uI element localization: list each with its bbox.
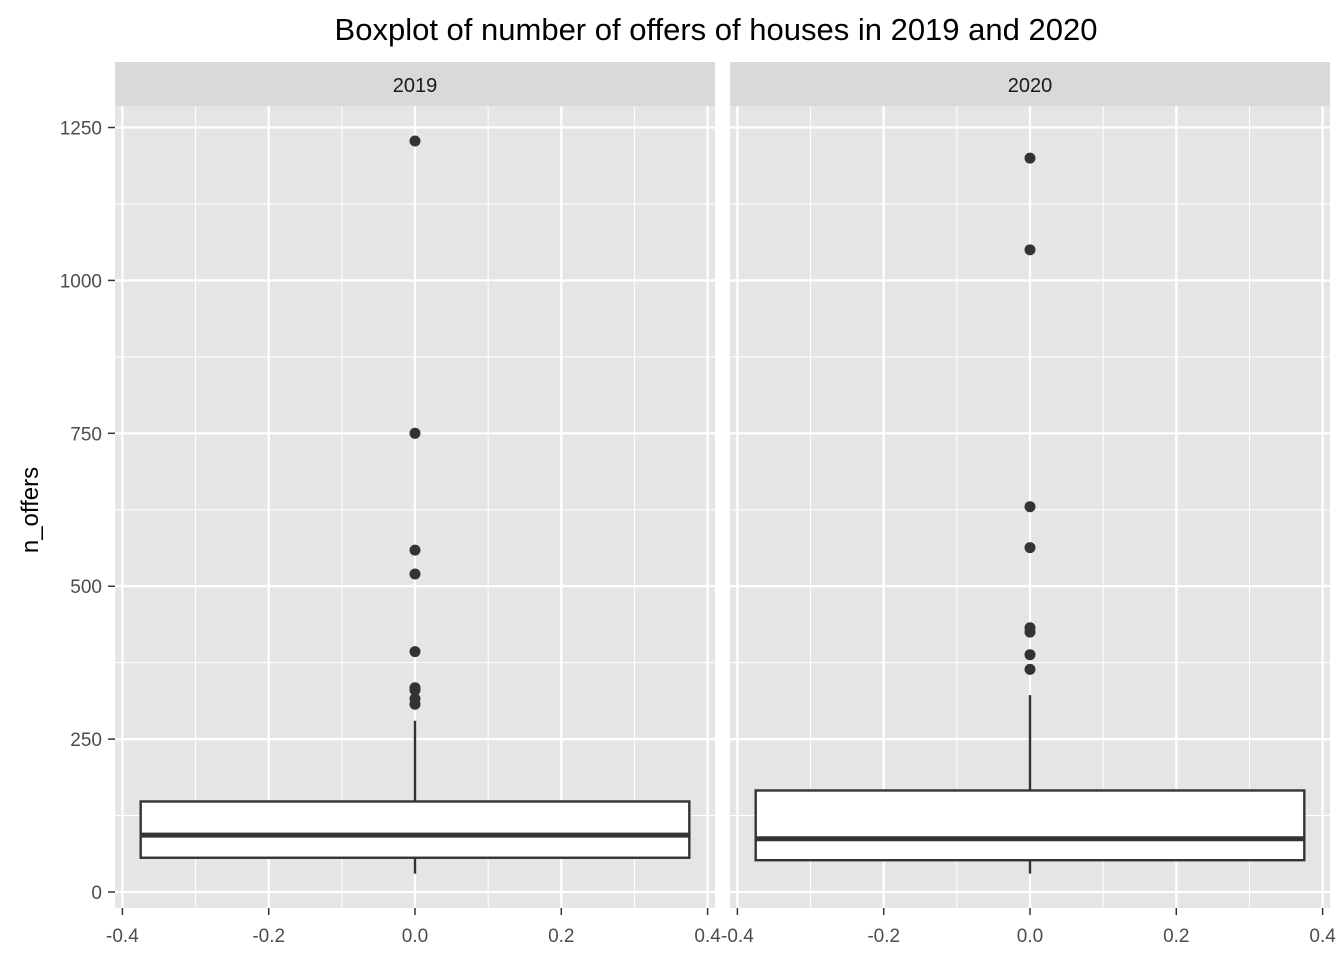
facet-strip (115, 62, 715, 106)
x-tick-label: 0.2 (1163, 926, 1189, 947)
outlier-point (409, 427, 421, 439)
outlier-point (409, 698, 421, 710)
y-tick-label: 250 (70, 730, 102, 751)
outlier-point (1024, 244, 1036, 256)
x-tick-label: -0.2 (867, 926, 900, 947)
y-tick-label: 500 (70, 577, 102, 598)
box-iqr (754, 789, 1306, 862)
outlier-point (1024, 542, 1036, 554)
x-tick-label: -0.4 (106, 926, 139, 947)
outlier-point (409, 684, 421, 696)
x-tick-label: 0.0 (402, 926, 428, 947)
x-tick-label: 0.4 (1309, 926, 1336, 947)
x-tick-label: -0.2 (252, 926, 285, 947)
outlier-point (1024, 649, 1036, 661)
facet-panels: 2019 -0.4 -0.2 0.0 0.2 0.4 2020 -0.4 -0.2 0.0 0.2 0… (106, 62, 1336, 947)
facet-strip-label: 2020 (1008, 75, 1053, 97)
outlier-point (409, 135, 421, 147)
outlier-point (1024, 626, 1036, 638)
y-axis: 0 250 500 750 1000 1250 (60, 119, 115, 904)
x-tick-label: 0.2 (548, 926, 574, 947)
chart-title: Boxplot of number of offers of houses in… (335, 12, 1098, 47)
x-tick-label: -0.4 (721, 926, 754, 947)
outlier-point (409, 568, 421, 580)
x-tick-label: 0.4 (694, 926, 721, 947)
facet-strip (730, 62, 1330, 106)
facet-strip-label: 2019 (393, 75, 438, 97)
y-tick-label: 1250 (60, 119, 102, 140)
x-tick-label: 0.0 (1017, 926, 1043, 947)
outlier-point (1024, 152, 1036, 164)
facet-panel-2019: 2019 -0.4 -0.2 0.0 0.2 0.4 (106, 62, 721, 947)
outlier-point (1024, 663, 1036, 675)
outlier-point (409, 646, 421, 658)
y-axis-title: n_offers (17, 467, 44, 553)
y-tick-label: 1000 (60, 271, 102, 292)
outlier-point (1024, 501, 1036, 513)
outlier-point (409, 544, 421, 556)
box-iqr (139, 800, 691, 859)
y-tick-label: 750 (70, 424, 102, 445)
facet-panel-2020: 2020 -0.4 -0.2 0.0 0.2 0.4 (721, 62, 1336, 947)
y-tick-label: 0 (91, 883, 102, 904)
